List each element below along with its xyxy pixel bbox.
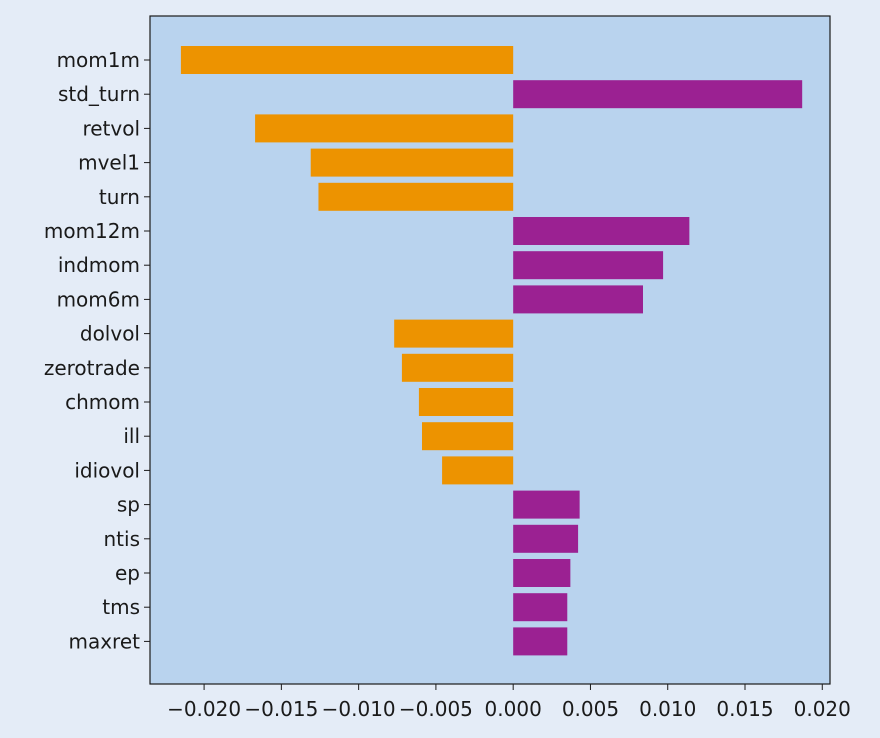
y-tick-label-ill: ill bbox=[123, 424, 140, 448]
y-tick-label-mom6m: mom6m bbox=[57, 287, 140, 311]
bar-zerotrade bbox=[401, 353, 514, 382]
x-tick-label-3: −0.005 bbox=[399, 697, 473, 721]
y-tick-label-zerotrade: zerotrade bbox=[44, 356, 140, 380]
y-tick-label-tms: tms bbox=[102, 595, 140, 619]
bar-mom6m bbox=[513, 285, 643, 314]
y-tick-label-ep: ep bbox=[115, 561, 140, 585]
bar-sp bbox=[513, 490, 580, 519]
x-tick-label-5: 0.005 bbox=[562, 697, 619, 721]
bar-chmom bbox=[418, 388, 514, 416]
y-tick-label-idiovol: idiovol bbox=[74, 458, 140, 482]
y-tick-label-mom1m: mom1m bbox=[57, 48, 140, 72]
x-tick-label-6: 0.010 bbox=[639, 697, 696, 721]
bar-mom12m bbox=[513, 217, 690, 245]
y-tick-label-chmom: chmom bbox=[65, 390, 140, 414]
bar-indmom bbox=[513, 251, 664, 280]
y-tick-label-retvol: retvol bbox=[82, 116, 140, 140]
y-tick-label-indmom: indmom bbox=[58, 253, 140, 277]
y-tick-label-maxret: maxret bbox=[68, 629, 140, 653]
y-tick-label-ntis: ntis bbox=[104, 527, 141, 551]
x-tick-label-2: −0.010 bbox=[322, 697, 396, 721]
x-tick-label-0: −0.020 bbox=[167, 697, 241, 721]
bar-mom1m bbox=[180, 46, 514, 74]
x-tick-label-1: −0.015 bbox=[244, 697, 318, 721]
x-tick-label-8: 0.020 bbox=[794, 697, 851, 721]
x-tick-labels-group: −0.020 −0.015 −0.010 −0.005 0.000 0.005 0.010 0… bbox=[167, 684, 851, 721]
y-tick-label-dolvol: dolvol bbox=[80, 322, 140, 346]
bar-idiovol bbox=[442, 456, 514, 485]
x-tick-label-4: 0.000 bbox=[485, 697, 542, 721]
bar-retvol bbox=[255, 114, 514, 143]
bar-maxret bbox=[513, 627, 568, 656]
plot-frame bbox=[149, 15, 831, 685]
bar-dolvol bbox=[394, 319, 514, 348]
y-tick-label-turn: turn bbox=[99, 185, 140, 209]
bar-std_turn bbox=[513, 80, 803, 109]
bar-turn bbox=[318, 182, 514, 211]
x-tick-label-7: 0.015 bbox=[716, 697, 773, 721]
y-tick-label-sp: sp bbox=[117, 493, 140, 517]
bar-ntis bbox=[513, 524, 579, 553]
bar-mvel1 bbox=[310, 148, 514, 177]
y-tick-label-mvel1: mvel1 bbox=[78, 151, 140, 175]
y-tick-label-mom12m: mom12m bbox=[44, 219, 140, 243]
bar-ep bbox=[513, 559, 571, 587]
bars-group bbox=[180, 46, 803, 656]
bar-ill bbox=[422, 422, 514, 451]
bar-tms bbox=[513, 593, 568, 622]
y-tick-label-std_turn: std_turn bbox=[58, 82, 140, 106]
